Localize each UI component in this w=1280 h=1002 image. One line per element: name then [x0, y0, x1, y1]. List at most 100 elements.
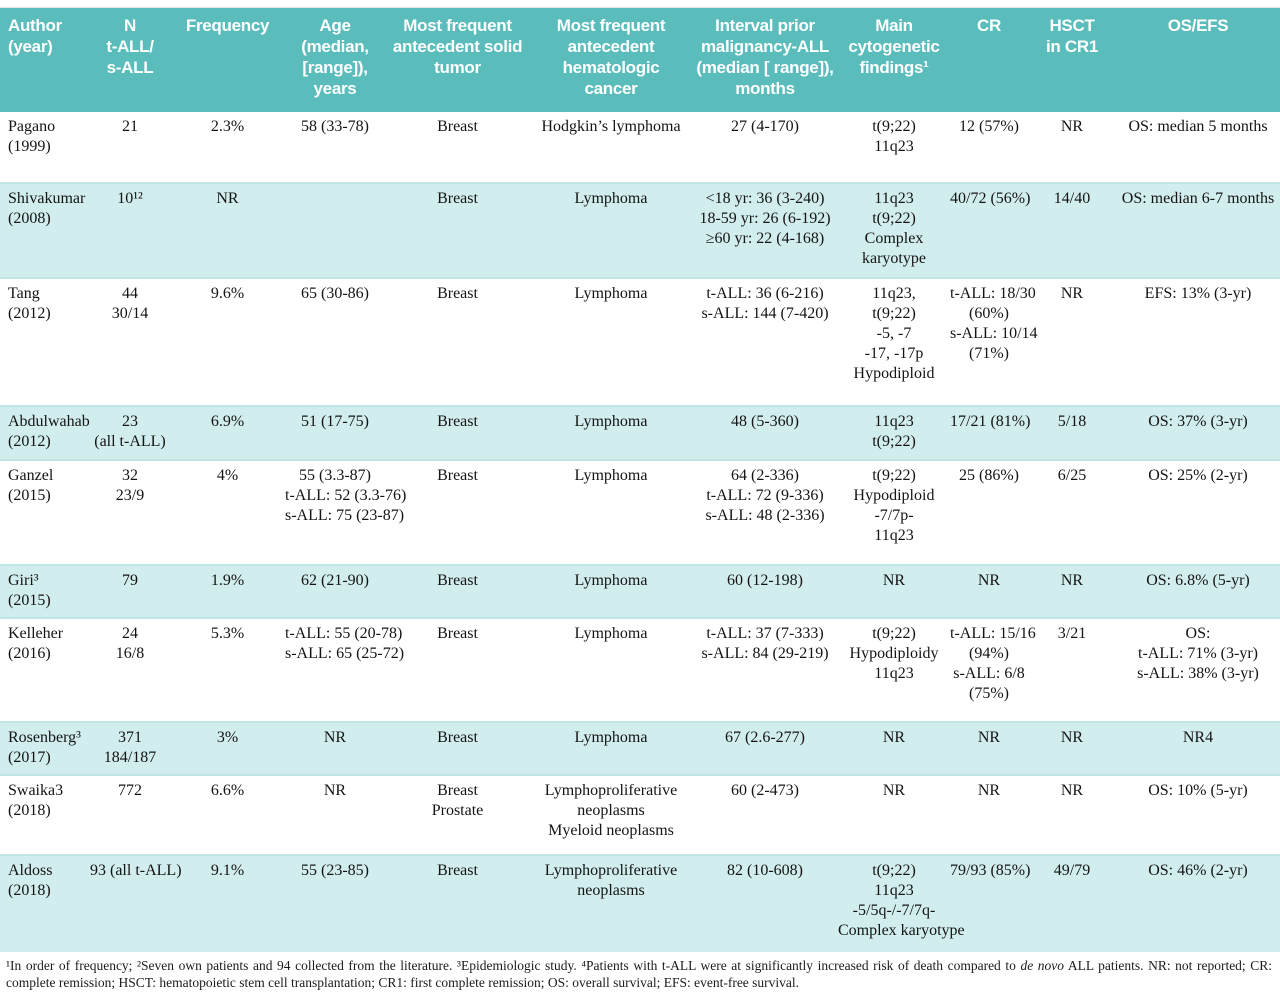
table-cell: OS: median 5 months: [1128, 118, 1268, 135]
table-cell: 3%: [170, 722, 285, 775]
table-cell: NR: [838, 722, 950, 775]
table-cell: 6.6%: [210, 782, 245, 799]
table-cell: NR: [838, 565, 950, 618]
table-cell: 79/93 (85%): [950, 855, 1030, 952]
table-cell: Lymphoma: [530, 565, 692, 618]
column-header-3: Age (median, [range]), years: [285, 8, 385, 112]
table-cell: 40/72 (56%): [950, 183, 1030, 278]
column-header-6: Interval prior malignancy-ALL (median [ ra…: [692, 8, 838, 112]
table-cell: <18 yr: 36 (3-240) 18-59 yr: 26 (6-192) ≥6…: [692, 183, 838, 278]
table-cell: Breast: [385, 406, 530, 460]
table-cell: Breast Prostate: [431, 782, 484, 819]
table-cell: 2.3%: [210, 118, 245, 135]
table-row: Aldoss (2018) 93 (all t-ALL) 9.1% 55 (23-85)…: [0, 855, 1280, 952]
table-cell: 64 (2-336) t-ALL: 72 (9-336) s-ALL: 48 (2-…: [705, 467, 825, 524]
table-cell: 772: [118, 782, 142, 799]
table-cell: 6.9%: [170, 406, 285, 460]
table-cell: 44 30/14: [111, 285, 149, 322]
table-cell: Shivakumar (2008): [0, 183, 90, 278]
table-cell: 79: [90, 565, 170, 618]
footnote: ¹In order of frequency; ²Seven own patie…: [0, 952, 1280, 991]
table-cell: Breast: [437, 467, 478, 484]
table-cell: 65 (30-86): [301, 285, 369, 302]
table-cell: t-ALL: 36 (6-216) s-ALL: 144 (7-420): [701, 285, 829, 322]
table-cell: 60 (2-473): [731, 782, 799, 799]
table-cell: Breast: [437, 118, 478, 135]
table-cell: NR: [323, 782, 347, 799]
table-cell: 32 23/9: [115, 467, 145, 504]
table-cell: t(9;22) Hypodiploid -7/7p- 11q23: [853, 467, 935, 544]
table-cell: NR: [285, 722, 385, 775]
table-cell: Breast: [437, 625, 478, 642]
table-cell: t-ALL: 18/30 (60%) s-ALL: 10/14 (71%): [950, 285, 1038, 362]
table-cell: Lymphoma: [574, 625, 648, 642]
table-cell: NR: [1028, 565, 1116, 618]
table-row: Ganzel (2015) 32 23/9 4% 55 (3.3-87) t-ALL: 52…: [0, 460, 1280, 565]
table-cell: NR: [1060, 782, 1084, 799]
table-cell: 21: [122, 118, 138, 135]
table-cell: 10¹²: [90, 183, 170, 278]
table-cell: 17/21 (81%): [950, 406, 1030, 460]
table-cell: 51 (17-75): [285, 406, 385, 460]
table-cell: 11q23 t(9;22) Complex karyotype: [838, 183, 950, 278]
table-cell: 9.6%: [210, 285, 245, 302]
table-cell: Lymphoma: [574, 285, 648, 302]
table-cell: 3/21: [1057, 625, 1087, 642]
table-cell: Lymphoma: [530, 183, 692, 278]
table-cell: OS: 25% (2-yr): [1148, 467, 1248, 484]
table-cell: Breast: [385, 565, 530, 618]
table-row: Pagano (1999) 21 2.3% 58 (33-78) Breast Hodgki…: [0, 112, 1280, 183]
table-cell: Aldoss (2018): [0, 855, 90, 952]
table-cell: 49/79: [1028, 855, 1116, 952]
table-cell: 12 (57%): [959, 118, 1019, 135]
table-cell: 14/40: [1028, 183, 1116, 278]
table-cell: Breast: [385, 855, 530, 952]
table-cell: 6/25: [1057, 467, 1087, 484]
table-cell: Ganzel (2015): [8, 467, 54, 504]
table-cell: 24 16/8: [115, 625, 145, 662]
top-margin-strip: [0, 0, 1280, 8]
table-cell: OS: 37% (3-yr): [1116, 406, 1280, 460]
table-body: Pagano (1999) 21 2.3% 58 (33-78) Breast Hodgki…: [0, 112, 1280, 952]
table-cell: Giri³ (2015): [0, 565, 90, 618]
table-cell: 60 (12-198): [692, 565, 838, 618]
table-cell: 62 (21-90): [285, 565, 385, 618]
table-cell: Lymphoma: [574, 467, 648, 484]
column-header-4: Most frequent antecedent solid tumor: [385, 8, 530, 112]
table-cell: 5/18: [1028, 406, 1116, 460]
column-header-9: HSCT in CR1: [1028, 8, 1116, 112]
table-cell: Breast: [385, 722, 530, 775]
table-cell: 4%: [216, 467, 239, 484]
table-cell: t(9;22) 11q23: [872, 118, 916, 155]
table-cell: Lymphoma: [530, 406, 692, 460]
column-header-5: Most frequent antecedent hematologic cancer: [530, 8, 692, 112]
table-cell: t-ALL: 15/16 (94%) s-ALL: 6/8 (75%): [950, 625, 1036, 702]
table-cell: NR: [170, 183, 285, 278]
table-cell: NR: [950, 722, 1028, 775]
table-cell: 5.3%: [210, 625, 245, 642]
table-row: Shivakumar (2008) 10¹² NR Breast Lymphoma <18 …: [0, 183, 1280, 278]
table-cell: 27 (4-170): [731, 118, 799, 135]
table-cell: Lymphoma: [530, 722, 692, 775]
table-cell: 371 184/187: [90, 722, 170, 775]
table-cell: 82 (10-608): [692, 855, 838, 952]
table-cell: t-ALL: 55 (20-78) s-ALL: 65 (25-72): [285, 625, 405, 662]
table-cell: NR: [977, 782, 1001, 799]
table-cell: NR: [882, 782, 906, 799]
table-cell: 55 (3.3-87) t-ALL: 52 (3.3-76) s-ALL: 75 (…: [285, 467, 407, 524]
table-cell: EFS: 13% (3-yr): [1144, 285, 1252, 302]
column-header-10: OS/EFS: [1116, 8, 1280, 112]
table-cell: 25 (86%): [959, 467, 1019, 484]
table-cell: Swaika3 (2018): [8, 782, 64, 819]
table-row: Swaika3 (2018) 772 6.6% NR Breast Prostate Lymp…: [0, 775, 1280, 855]
table-cell: t-ALL: 37 (7-333) s-ALL: 84 (29-219): [701, 625, 829, 662]
table-cell: Breast: [385, 183, 530, 278]
table-cell: OS: 6.8% (5-yr): [1116, 565, 1280, 618]
table-row: Giri³ (2015) 79 1.9% 62 (21-90) Breast Lymphom…: [0, 565, 1280, 618]
column-header-7: Main cytogenetic findings¹: [838, 8, 950, 112]
table-cell: Lymphoproliferative neoplasms Myeloid neop…: [544, 782, 678, 839]
